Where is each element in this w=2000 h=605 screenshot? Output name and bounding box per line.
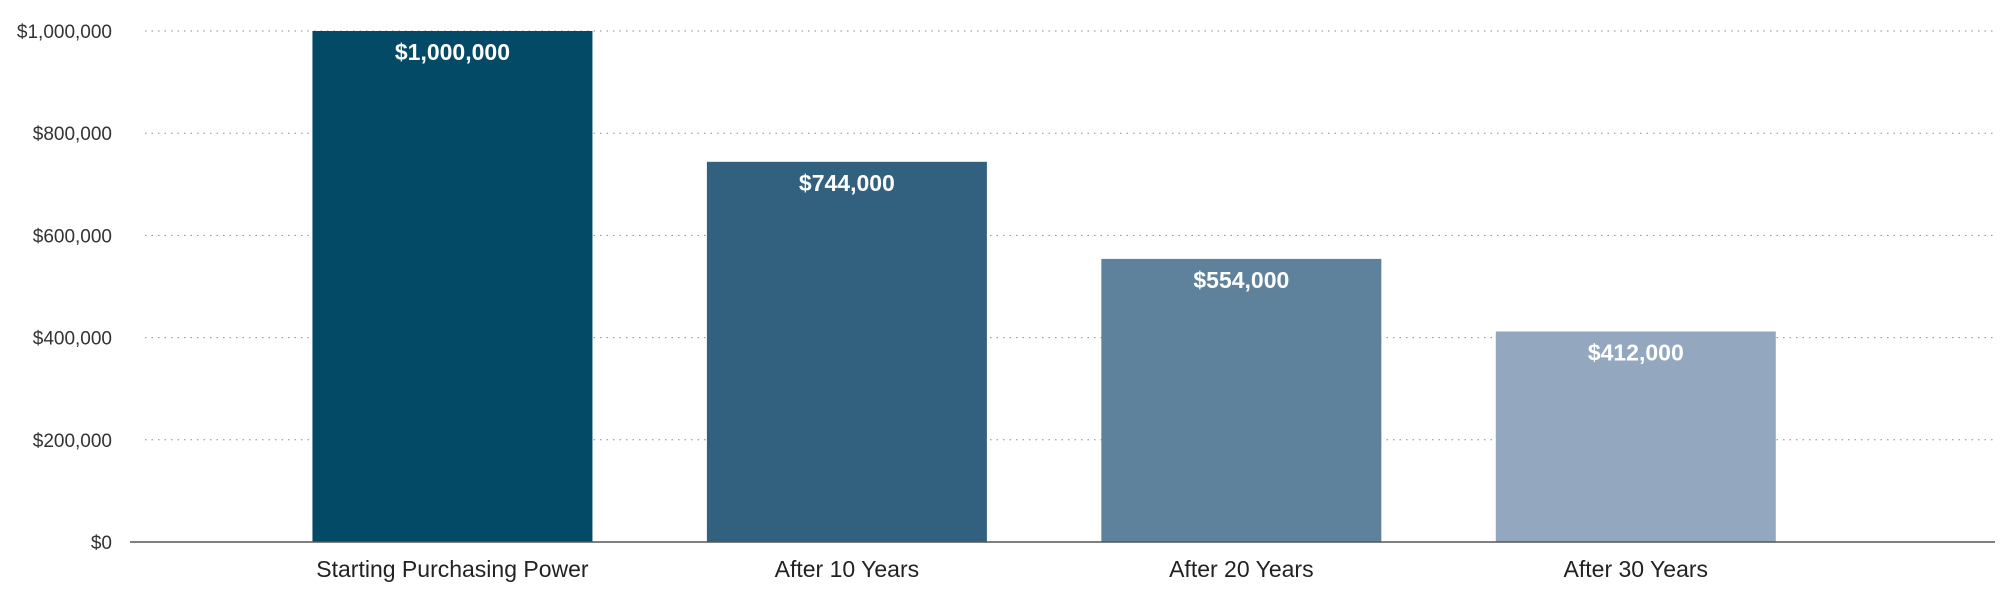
bar-data-label: $412,000 (1588, 339, 1684, 365)
bar (312, 31, 593, 542)
y-axis-tick-labels: $0 $200,000 $400,000 $600,000 $800,000 $1,000… (17, 22, 112, 554)
bar-data-label: $554,000 (1193, 267, 1289, 293)
x-tick-label: After 10 Years (775, 556, 920, 582)
y-tick-label: $200,000 (33, 431, 112, 452)
bar (1101, 258, 1382, 542)
bar-data-label: $744,000 (799, 170, 895, 196)
y-tick-label: $600,000 (33, 226, 112, 247)
bars (312, 31, 1776, 543)
x-tick-label: Starting Purchasing Power (316, 556, 589, 582)
bar-data-label: $1,000,000 (395, 39, 510, 65)
data-labels: $1,000,000 $744,000 $554,000 $412,000 (395, 39, 1684, 365)
y-tick-label: $800,000 (33, 124, 112, 145)
bar (706, 161, 987, 543)
bar (1495, 331, 1776, 542)
y-tick-label: $400,000 (33, 329, 112, 350)
y-tick-label: $1,000,000 (17, 22, 112, 43)
x-tick-label: After 30 Years (1564, 556, 1709, 582)
x-axis-tick-labels: Starting Purchasing Power After 10 Years A… (316, 556, 1708, 582)
y-tick-label: $0 (91, 533, 112, 554)
x-tick-label: After 20 Years (1169, 556, 1314, 582)
